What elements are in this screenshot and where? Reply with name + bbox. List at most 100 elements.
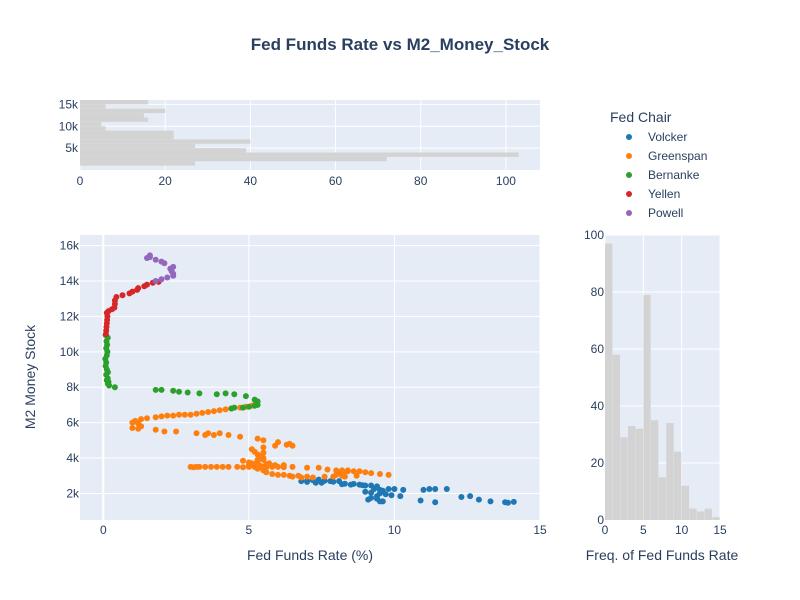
data-point-greenspan [213, 463, 220, 470]
data-point-greenspan [248, 446, 255, 453]
chart-title: Fed Funds Rate vs M2_Money_Stock [251, 35, 550, 54]
data-point-bernanke [213, 391, 220, 398]
legend-label: Yellen [648, 187, 680, 201]
top-y-tick-label: 5k [65, 141, 79, 155]
data-point-volcker [487, 498, 494, 505]
top-x-tick-label: 20 [159, 174, 173, 188]
data-point-volcker [397, 493, 404, 500]
top-y-tick-label: 10k [59, 119, 79, 133]
main-y-tick-label: 2k [66, 486, 80, 500]
data-point-volcker [330, 478, 337, 485]
data-point-greenspan [330, 473, 337, 480]
main-x-tick-label: 5 [246, 523, 253, 537]
right-histogram-bar [666, 423, 674, 520]
data-point-greenspan [225, 432, 232, 438]
data-point-volcker [426, 486, 433, 492]
right-histogram-bar [681, 485, 690, 520]
data-point-volcker [417, 497, 424, 504]
data-point-yellen [144, 281, 150, 288]
series-powell [144, 252, 177, 284]
data-point-bernanke [111, 384, 118, 391]
data-point-greenspan [321, 473, 328, 480]
right-y-tick-label: 80 [591, 285, 605, 299]
data-point-bernanke [231, 391, 238, 398]
data-point-bernanke [251, 396, 258, 403]
data-point-greenspan [170, 412, 177, 419]
top-histogram-bar [80, 100, 149, 105]
data-point-volcker [420, 486, 427, 493]
top-x-tick-label: 100 [496, 174, 516, 188]
data-point-greenspan [280, 471, 287, 478]
right-y-tick-label: 100 [584, 228, 604, 242]
data-point-greenspan [341, 473, 348, 480]
top-x-tick-label: 60 [329, 174, 343, 188]
top-histogram-bar [80, 156, 387, 162]
data-point-volcker [318, 479, 325, 486]
top-histogram-bar [80, 148, 247, 153]
top-histogram-bar [80, 121, 102, 127]
legend-label: Volcker [648, 130, 687, 144]
main-points [102, 252, 517, 506]
data-point-volcker [432, 486, 439, 492]
data-point-volcker [475, 496, 482, 503]
top-histogram-bar [80, 135, 174, 140]
data-point-greenspan [208, 463, 214, 470]
data-point-powell [152, 256, 159, 263]
data-point-volcker [312, 479, 319, 486]
data-point-volcker [339, 481, 345, 488]
data-point-greenspan [269, 463, 276, 469]
top-histogram-bar [80, 130, 174, 135]
data-point-greenspan [202, 432, 209, 438]
right-x-tick-label: 5 [640, 523, 647, 537]
data-point-volcker [388, 492, 395, 499]
data-point-volcker [368, 489, 375, 496]
data-point-greenspan [152, 414, 159, 421]
legend-item-powell: Powell [626, 206, 683, 220]
data-point-volcker [432, 499, 439, 506]
legend-item-yellen: Yellen [626, 187, 680, 201]
data-point-greenspan [216, 407, 223, 414]
data-point-greenspan [234, 463, 241, 470]
data-point-greenspan [181, 411, 188, 418]
legend-marker [626, 134, 632, 140]
data-point-greenspan [260, 437, 267, 444]
top-histogram-bar [80, 126, 106, 131]
data-point-greenspan [289, 463, 296, 470]
data-point-greenspan [219, 463, 226, 470]
data-point-greenspan [240, 464, 246, 471]
data-point-greenspan [275, 439, 281, 446]
right-histogram-bar [620, 437, 628, 520]
y-axis-title: M2 Money Stock [22, 324, 38, 429]
main-x-tick-label: 10 [388, 523, 402, 537]
top-marginal-histogram: 0 20 40 60 80 100 5k 10k 15k [59, 97, 540, 188]
legend-items: Volcker Greenspan Bernanke Yellen Powell [626, 130, 707, 220]
data-point-greenspan [199, 409, 206, 416]
data-point-bernanke [152, 386, 159, 393]
data-point-greenspan [196, 463, 203, 470]
data-point-greenspan [257, 463, 264, 469]
data-point-greenspan [260, 444, 267, 451]
legend-item-volcker: Volcker [626, 130, 687, 144]
top-marginal-ticks: 0 20 40 60 80 100 5k 10k 15k [59, 97, 517, 188]
top-x-tick-label: 40 [244, 174, 258, 188]
right-histogram-bar [658, 477, 667, 520]
main-y-tick-label: 8k [66, 380, 80, 394]
series-volcker [298, 476, 517, 506]
data-point-greenspan [280, 462, 287, 469]
data-point-greenspan [210, 408, 217, 415]
data-point-bernanke [240, 404, 246, 411]
data-point-powell [164, 274, 171, 281]
right-histogram-bar [704, 508, 713, 520]
data-point-volcker [362, 488, 369, 495]
data-point-greenspan [376, 471, 383, 477]
data-point-greenspan [161, 428, 168, 435]
right-x-tick-label: 10 [675, 523, 689, 537]
top-histogram-bar [80, 152, 519, 157]
data-point-powell [170, 263, 177, 270]
right-histogram-bar [643, 294, 651, 520]
right-histogram-bar [612, 354, 621, 520]
top-histogram-bar [80, 117, 149, 122]
legend-label: Powell [648, 206, 683, 220]
top-y-tick-label: 15k [59, 97, 79, 111]
